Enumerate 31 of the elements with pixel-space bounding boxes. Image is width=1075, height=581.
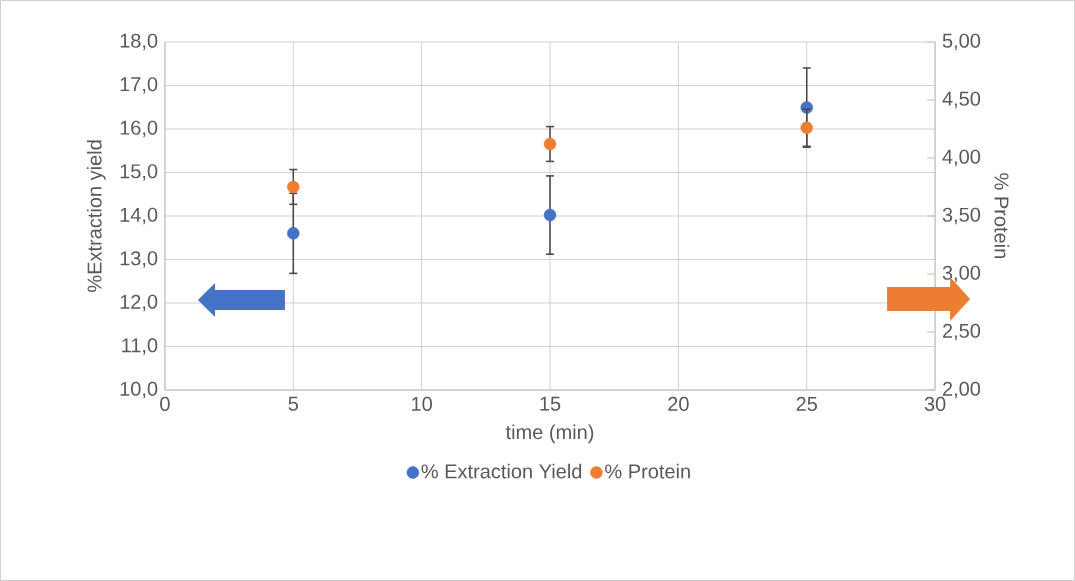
point [287,227,300,240]
legend-label: % Protein [605,463,690,479]
y2-axis-title: % Protein [994,173,1010,259]
x-axis-title: time (min) [505,424,594,444]
y2-tick-label: 4,00 [942,149,981,167]
y-tick-label: 10,0 [120,381,158,399]
y2-tick-label: 3,50 [942,207,981,225]
y2-tick-label: 2,50 [942,323,981,341]
y2-tick-label: 4,50 [942,91,981,109]
y-tick-label: 11,0 [122,338,158,355]
point [543,208,557,222]
y-tick-label: 13,0 [120,251,158,268]
point [800,121,813,135]
y-axis-title: %Extraction yield [86,140,106,292]
x-tick-label: 0 [160,396,170,412]
y2-tick-label: 3,00 [942,265,981,283]
y-tick-label: 18,0 [120,33,158,51]
y-tick-label: 15,0 [120,164,158,181]
y-tick-label: 12,0 [120,294,158,312]
y-tick-label: 17,0 [120,77,158,94]
y-tick-label: 16,0 [120,120,158,138]
x-tick-label: 15 [540,396,561,411]
x-tick-label: 20 [668,396,689,412]
x-tick-label: 5 [288,396,299,411]
x-tick-label: 10 [412,396,432,412]
y-tick-label: 14,0 [120,207,158,225]
x-tick-label: 25 [796,396,818,412]
y2-tick-label: 5,00 [942,33,981,51]
legend-label: % Extraction Yield [421,463,582,479]
point [543,137,557,151]
point [287,180,300,194]
